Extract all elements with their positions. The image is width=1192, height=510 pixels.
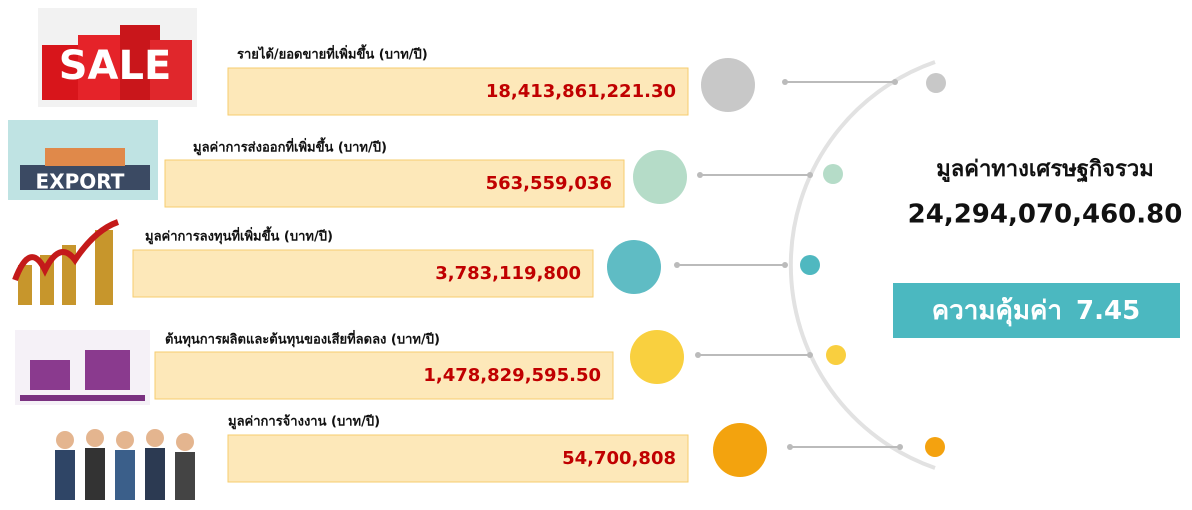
- item-value: 3,783,119,800: [435, 263, 581, 284]
- item-label: มูลค่าการส่งออกที่เพิ่มขึ้น (บาท/ปี): [193, 137, 387, 156]
- item-circle: [701, 58, 755, 112]
- ratio-label: ความคุ้มค่า: [932, 296, 1062, 327]
- connector-end: [807, 352, 813, 358]
- ratio-value: 7.45: [1076, 296, 1140, 326]
- arc-dot: [926, 73, 946, 93]
- svg-text:EXPORT: EXPORT: [36, 170, 125, 194]
- investment-image: [12, 219, 120, 305]
- value-box: [227, 434, 689, 483]
- value-box: [132, 249, 594, 298]
- item-circle: [630, 330, 684, 384]
- summary-title: มูลค่าทางเศรษฐกิจรวม: [936, 157, 1153, 183]
- staff-image: [55, 429, 195, 500]
- connector-end: [697, 172, 703, 178]
- value-box: [227, 67, 689, 116]
- item-label: รายได้/ยอดขายที่เพิ่มขึ้น (บาท/ปี): [237, 44, 428, 63]
- arc-dot: [823, 164, 843, 184]
- sale-image: SALE: [38, 8, 197, 107]
- svg-text:SALE: SALE: [59, 43, 172, 89]
- factory-image: [15, 330, 150, 405]
- item-label: ต้นทุนการผลิตและต้นทุนของเสียที่ลดลง (บา…: [165, 330, 440, 348]
- item-value: 563,559,036: [486, 173, 612, 194]
- ratio-text: ความคุ้มค่า 7.45: [932, 296, 1140, 327]
- connector-end: [892, 79, 898, 85]
- item-circle: [607, 240, 661, 294]
- summary-total: 24,294,070,460.80: [908, 200, 1183, 230]
- item-value: 1,478,829,595.50: [423, 365, 601, 386]
- connector-end: [782, 262, 788, 268]
- item-label: มูลค่าการลงทุนที่เพิ่มขึ้น (บาท/ปี): [145, 226, 333, 245]
- item-circle: [633, 150, 687, 204]
- connector-end: [674, 262, 680, 268]
- item-value: 54,700,808: [562, 448, 676, 469]
- value-box: [164, 159, 625, 208]
- connector-end: [787, 444, 793, 450]
- arc-dot: [826, 345, 846, 365]
- connector-end: [695, 352, 701, 358]
- ratio-box: [893, 283, 1180, 338]
- item-value: 18,413,861,221.30: [486, 81, 676, 102]
- value-box: [154, 351, 614, 400]
- export-image: EXPORT: [8, 120, 158, 200]
- item-label: มูลค่าการจ้างงาน (บาท/ปี): [228, 414, 380, 430]
- connector-end: [807, 172, 813, 178]
- connector-end: [782, 79, 788, 85]
- arc-dot: [800, 255, 820, 275]
- connector-end: [897, 444, 903, 450]
- arc: [788, 60, 936, 470]
- arc-dot: [925, 437, 945, 457]
- item-circle: [713, 423, 767, 477]
